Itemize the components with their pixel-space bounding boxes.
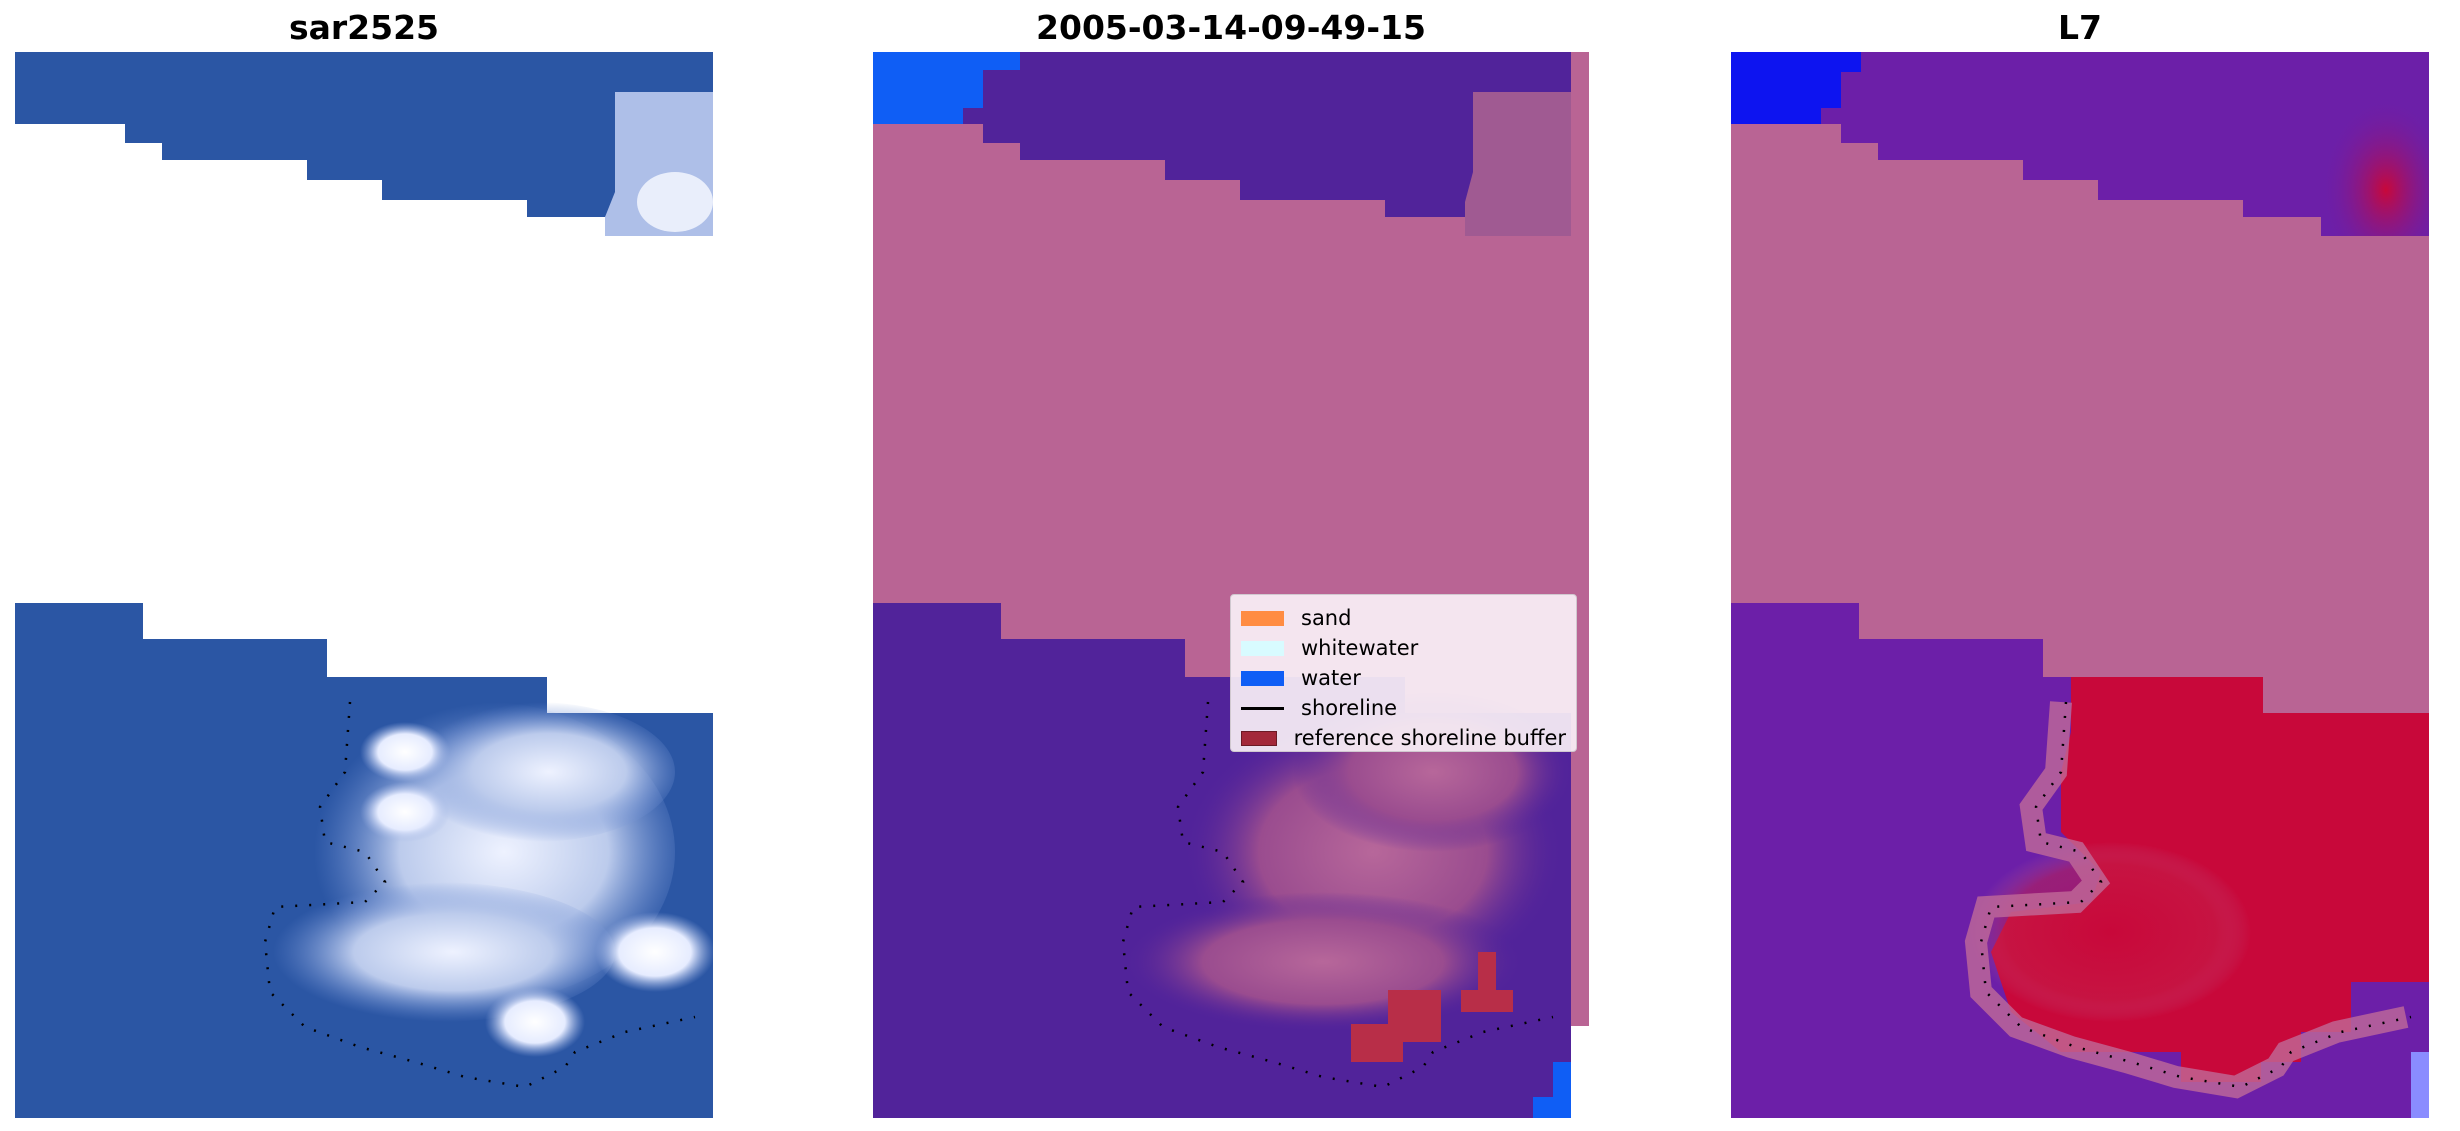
panel-title-classification: 2005-03-14-09-49-15 (1036, 8, 1426, 47)
legend-item-whitewater: whitewater (1241, 633, 1566, 663)
legend-item-reference-buffer: reference shoreline buffer (1241, 723, 1566, 753)
water-swatch (1241, 670, 1284, 686)
l7-water-top (1731, 52, 2429, 236)
panel-title-l7: L7 (2058, 8, 2102, 47)
legend-item-sand: sand (1241, 603, 1566, 633)
legend-label: shoreline (1301, 696, 1398, 720)
legend-label: sand (1301, 606, 1352, 630)
class-water-top-bright (873, 52, 1020, 124)
rgb-water-top (15, 52, 713, 236)
rgb-image (15, 52, 713, 1118)
classification-image (873, 52, 1589, 1118)
whitewater-swatch (1241, 640, 1284, 656)
sand-swatch (1241, 610, 1284, 626)
reference-buffer-swatch (1241, 730, 1277, 746)
legend-label: water (1301, 666, 1361, 690)
classification-panel (873, 52, 1589, 1118)
legend: sand whitewater water shoreline referenc… (1230, 594, 1577, 752)
legend-item-shoreline: shoreline (1241, 693, 1566, 723)
panel-title-rgb: sar2525 (288, 8, 440, 47)
class-water-top (873, 52, 1571, 236)
shoreline-line-swatch (1241, 706, 1284, 710)
legend-label: whitewater (1301, 636, 1419, 660)
reference-shoreline-buffer (1351, 990, 1441, 1062)
l7-image (1731, 52, 2429, 1118)
legend-item-water: water (1241, 663, 1566, 693)
l7-panel (1731, 52, 2429, 1118)
rgb-image-panel (15, 52, 713, 1118)
legend-label: reference shoreline buffer (1293, 726, 1566, 750)
